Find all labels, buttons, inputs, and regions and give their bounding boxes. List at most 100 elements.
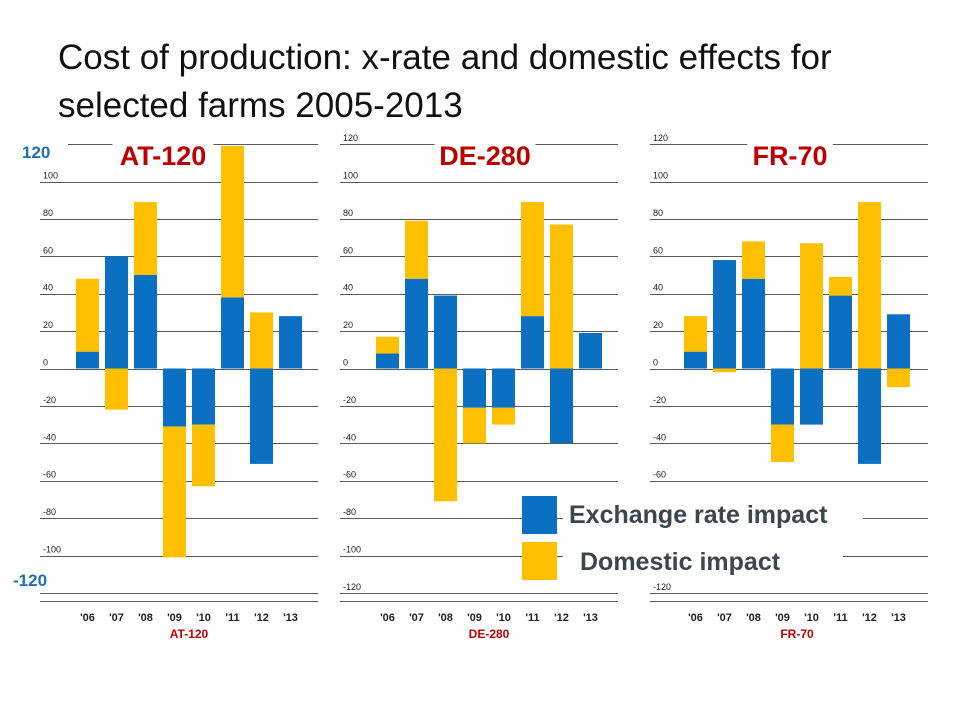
panel1-bar-domestic <box>163 426 186 558</box>
panel1-category-label: '12 <box>254 612 269 624</box>
panel1-category-label: '07 <box>109 612 124 624</box>
panel2-category-label: '12 <box>554 612 569 624</box>
panel1-category-label: '09 <box>167 612 182 624</box>
panel2-bar-domestic <box>405 220 428 279</box>
panel2-bar-domestic <box>492 407 515 425</box>
panel2-category-label: '11 <box>525 612 539 624</box>
panel1-bar-domestic <box>250 312 273 369</box>
legend-label-exchange: Exchange rate impact <box>569 501 828 529</box>
panel3-category-label: '06 <box>688 612 703 624</box>
panel2-y-tick-label: -20 <box>343 395 356 405</box>
panel2-bar-exchange <box>434 295 457 369</box>
panel3-bar-domestic <box>742 241 765 279</box>
panel3-category-label: '12 <box>862 612 877 624</box>
legend-text-bg <box>563 544 843 580</box>
panel3-title: FR-70 <box>752 141 827 171</box>
panel2-bar-exchange <box>405 278 428 369</box>
panel2-bar-domestic <box>376 336 399 354</box>
panel3-category-label: '07 <box>717 612 732 624</box>
panel3-y-tick-label: -60 <box>653 470 666 480</box>
panel2-y-tick-label: 120 <box>343 133 358 143</box>
panel1-bar-domestic <box>221 145 244 298</box>
page-title: Cost of production: x-rate and domestic … <box>58 38 832 125</box>
panel1-big-top-label: 120 <box>22 143 50 162</box>
panel3-xlabel: FR-70 <box>780 627 814 641</box>
panel3-y-tick-label: 100 <box>653 171 668 181</box>
panel2-y-tick-label: -100 <box>343 545 361 555</box>
panel3-category-label: '13 <box>891 612 906 624</box>
panel2-bar-domestic <box>434 368 457 502</box>
panel2-category-label: '09 <box>467 612 482 624</box>
panel3-y-tick-label: -40 <box>653 432 666 442</box>
panel2-y-tick-label: 0 <box>343 358 348 368</box>
panel3-bar-exchange <box>829 295 852 369</box>
panel3-y-tick-label: 0 <box>653 358 658 368</box>
panel2-bar-domestic <box>463 407 486 444</box>
panel1-category-label: '06 <box>80 612 95 624</box>
panel2-title-bg <box>434 138 536 170</box>
panel3-bar-domestic <box>829 276 852 296</box>
panel2-bar-exchange <box>463 368 486 408</box>
panel1-y-tick-label: -20 <box>43 395 56 405</box>
panel2-y-tick-label: 60 <box>343 245 353 255</box>
panel2-y-tick-label: 40 <box>343 283 353 293</box>
panel3-bar-domestic <box>684 316 707 352</box>
panel1-y-tick-label: -60 <box>43 470 56 480</box>
panel1-y-tick-label: 20 <box>43 320 53 330</box>
panel2-y-tick-label: 100 <box>343 171 358 181</box>
panel3-bar-domestic <box>887 368 910 388</box>
panel1-category-label: '10 <box>196 612 211 624</box>
panel2-bar-exchange <box>376 353 399 369</box>
panel2-y-tick-label: -80 <box>343 507 356 517</box>
panel2-y-tick-label: -60 <box>343 470 356 480</box>
panel1-category-label: '11 <box>225 612 239 624</box>
panel1-title-bg <box>112 138 214 170</box>
panel3-y-tick-label: 40 <box>653 283 663 293</box>
panel3-category-label: '10 <box>804 612 819 624</box>
panel1-bar-exchange <box>163 368 186 427</box>
panel3-bar-domestic <box>858 202 881 369</box>
panel3-bar-domestic <box>713 368 736 373</box>
panel3-bar-exchange <box>713 260 736 369</box>
panel3-y-tick-label: -120 <box>653 582 671 592</box>
panel2-bar-exchange <box>492 368 515 408</box>
panel3-bar-exchange <box>771 368 794 425</box>
panel2-category-label: '10 <box>496 612 511 624</box>
panel1-y-tick-label: 80 <box>43 208 53 218</box>
panel3-title-bg <box>747 138 833 170</box>
panel1-bar-domestic <box>105 368 128 410</box>
panel3-bar-exchange <box>887 314 910 369</box>
panel2-y-tick-label: -120 <box>343 582 361 592</box>
panel3-bar-domestic <box>800 243 823 369</box>
panel3-y-tick-label: 60 <box>653 245 663 255</box>
panel3-y-tick-label: 120 <box>653 133 668 143</box>
panel2-category-label: '07 <box>409 612 424 624</box>
panel1-big-bottom-bg <box>10 566 66 590</box>
panel1-bar-domestic <box>76 278 99 352</box>
panel3-category-label: '11 <box>833 612 847 624</box>
panel3-bar-exchange <box>800 368 823 425</box>
panel1-y-tick-label: -40 <box>43 432 56 442</box>
panel3-category-label: '08 <box>746 612 761 624</box>
panel3-y-tick-label: -20 <box>653 395 666 405</box>
panel2-bar-exchange <box>579 332 602 369</box>
panel1-bar-domestic <box>134 202 157 275</box>
panel1-bar-domestic <box>192 424 215 487</box>
panel2-title: DE-280 <box>439 141 531 171</box>
panel3-category-label: '09 <box>775 612 790 624</box>
panel2-bar-exchange <box>550 368 573 444</box>
panel2-y-tick-label: 20 <box>343 320 353 330</box>
panel1-bar-exchange <box>76 351 99 369</box>
panel1-bar-exchange <box>221 297 244 369</box>
legend-swatch-exchange <box>522 496 557 534</box>
panel2-category-label: '08 <box>438 612 453 624</box>
panel1-category-label: '08 <box>138 612 153 624</box>
panel1-y-tick-label: -80 <box>43 507 56 517</box>
panel1-bar-exchange <box>105 256 128 369</box>
panel2-bar-exchange <box>521 316 544 369</box>
panel1-bar-exchange <box>279 316 302 369</box>
panel3-bar-domestic <box>771 424 794 462</box>
panel1-bar-exchange <box>192 368 215 425</box>
panel1-y-tick-label: -100 <box>43 545 61 555</box>
